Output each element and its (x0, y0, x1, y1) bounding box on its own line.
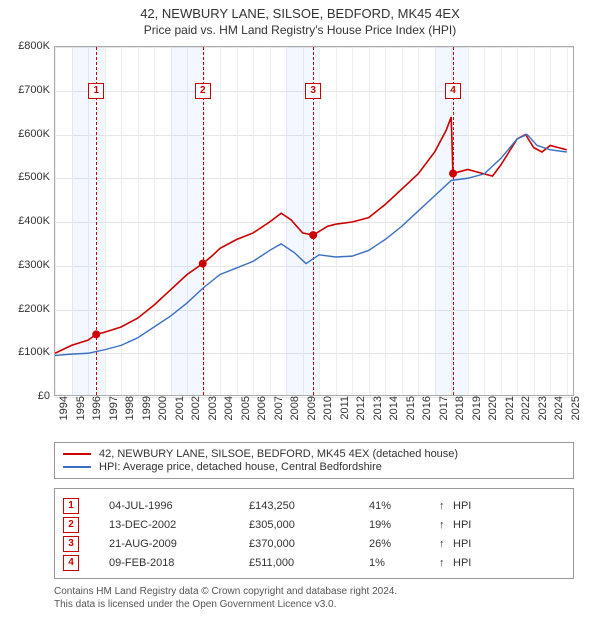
sale-price: £511,000 (249, 557, 369, 569)
x-tick-label: 2005 (240, 396, 252, 436)
up-arrow-icon: ↑ (439, 538, 453, 550)
x-tick-label: 2013 (372, 396, 384, 436)
x-tick-label: 2008 (289, 396, 301, 436)
sale-pct: 1% (369, 557, 439, 569)
sale-marker-box: 1 (88, 83, 104, 99)
sale-hpi-label: HPI (453, 519, 483, 531)
sale-pct: 19% (369, 519, 439, 531)
x-tick-label: 2025 (570, 396, 582, 436)
sale-row: 2 13-DEC-2002£305,00019%↑HPI (63, 517, 565, 533)
sale-price: £305,000 (249, 519, 369, 531)
x-tick-label: 2003 (207, 396, 219, 436)
sale-row-marker: 3 (63, 536, 79, 552)
sale-row-marker: 2 (63, 517, 79, 533)
x-tick-label: 2002 (190, 396, 202, 436)
x-tick-label: 2017 (438, 396, 450, 436)
x-tick-label: 2018 (454, 396, 466, 436)
x-tick-label: 1997 (108, 396, 120, 436)
y-tick-label: £500K (0, 171, 50, 183)
sale-dot (199, 260, 207, 268)
x-tick-label: 2001 (174, 396, 186, 436)
plot-area: 1 2 3 4 (54, 46, 574, 396)
y-tick-label: £700K (0, 84, 50, 96)
sale-hpi-label: HPI (453, 557, 483, 569)
x-tick-label: 2009 (306, 396, 318, 436)
legend-label: 42, NEWBURY LANE, SILSOE, BEDFORD, MK45 … (99, 448, 458, 460)
series-line-hpi (55, 135, 567, 356)
sale-dot (309, 231, 317, 239)
x-tick-label: 2015 (405, 396, 417, 436)
x-tick-label: 2023 (537, 396, 549, 436)
sale-row-marker: 4 (63, 555, 79, 571)
sale-date: 13-DEC-2002 (109, 519, 249, 531)
sale-row: 4 09-FEB-2018£511,0001%↑HPI (63, 555, 565, 571)
x-tick-label: 2022 (520, 396, 532, 436)
y-tick-label: £100K (0, 346, 50, 358)
sale-row-marker: 1 (63, 498, 79, 514)
sale-date: 04-JUL-1996 (109, 500, 249, 512)
sale-date: 09-FEB-2018 (109, 557, 249, 569)
x-tick-label: 2004 (223, 396, 235, 436)
sales-table: 104-JUL-1996£143,25041%↑HPI213-DEC-2002£… (54, 488, 574, 579)
legend-swatch (63, 453, 91, 455)
x-tick-label: 2000 (157, 396, 169, 436)
legend-row: 42, NEWBURY LANE, SILSOE, BEDFORD, MK45 … (63, 448, 565, 460)
sale-date: 21-AUG-2009 (109, 538, 249, 550)
chart-title-address: 42, NEWBURY LANE, SILSOE, BEDFORD, MK45 … (0, 6, 600, 21)
x-tick-label: 1999 (141, 396, 153, 436)
footer-line-2: This data is licensed under the Open Gov… (54, 599, 574, 612)
x-tick-label: 2012 (355, 396, 367, 436)
y-tick-label: £400K (0, 215, 50, 227)
legend-label: HPI: Average price, detached house, Cent… (99, 461, 382, 473)
x-tick-label: 2020 (487, 396, 499, 436)
y-tick-label: £200K (0, 303, 50, 315)
x-tick-label: 1994 (58, 396, 70, 436)
sale-pct: 26% (369, 538, 439, 550)
chart-container: { "title_line1": "42, NEWBURY LANE, SILS… (0, 0, 600, 620)
x-tick-label: 2011 (339, 396, 351, 436)
x-tick-label: 1998 (124, 396, 136, 436)
chart-titles: 42, NEWBURY LANE, SILSOE, BEDFORD, MK45 … (0, 0, 600, 37)
y-tick-label: £800K (0, 40, 50, 52)
x-tick-label: 2014 (388, 396, 400, 436)
y-tick-label: £300K (0, 259, 50, 271)
legend-swatch (63, 466, 91, 468)
sale-marker-box: 3 (305, 83, 321, 99)
legend-box: 42, NEWBURY LANE, SILSOE, BEDFORD, MK45 … (54, 442, 574, 479)
up-arrow-icon: ↑ (439, 519, 453, 531)
x-tick-label: 2016 (421, 396, 433, 436)
sale-hpi-label: HPI (453, 538, 483, 550)
x-tick-label: 2021 (504, 396, 516, 436)
sale-hpi-label: HPI (453, 500, 483, 512)
footer-line-1: Contains HM Land Registry data © Crown c… (54, 586, 574, 599)
lines-svg (55, 47, 575, 397)
up-arrow-icon: ↑ (439, 500, 453, 512)
x-tick-label: 2007 (273, 396, 285, 436)
x-tick-label: 2006 (256, 396, 268, 436)
sale-row: 1 04-JUL-1996£143,25041%↑HPI (63, 498, 565, 514)
up-arrow-icon: ↑ (439, 557, 453, 569)
x-tick-label: 2010 (322, 396, 334, 436)
sale-pct: 41% (369, 500, 439, 512)
chart-subtitle: Price paid vs. HM Land Registry's House … (0, 23, 600, 37)
sale-dot (92, 330, 100, 338)
sale-price: £370,000 (249, 538, 369, 550)
sale-row: 3 21-AUG-2009£370,00026%↑HPI (63, 536, 565, 552)
x-tick-label: 2024 (553, 396, 565, 436)
sale-dot (449, 169, 457, 177)
sale-marker-box: 4 (445, 83, 461, 99)
sale-marker-box: 2 (195, 83, 211, 99)
sale-price: £143,250 (249, 500, 369, 512)
x-tick-label: 2019 (471, 396, 483, 436)
y-tick-label: £600K (0, 128, 50, 140)
y-tick-label: £0 (0, 390, 50, 402)
x-tick-label: 1996 (91, 396, 103, 436)
legend-row: HPI: Average price, detached house, Cent… (63, 461, 565, 473)
footer-attribution: Contains HM Land Registry data © Crown c… (54, 586, 574, 611)
x-tick-label: 1995 (75, 396, 87, 436)
